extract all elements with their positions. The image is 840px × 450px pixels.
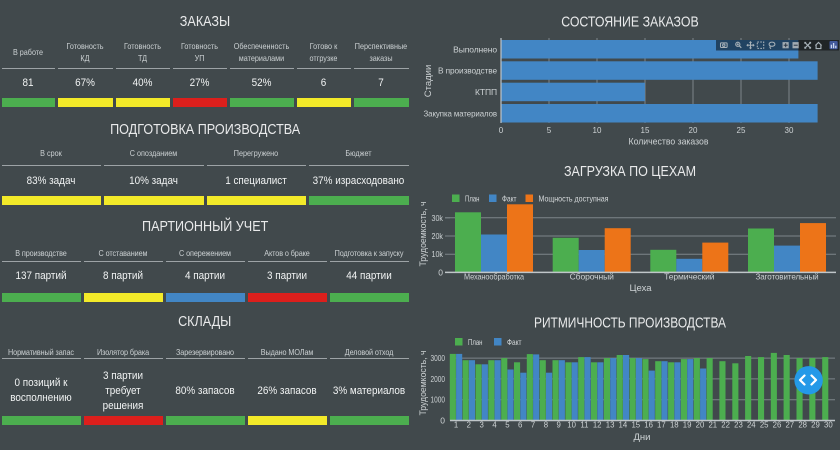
svg-text:Мощность доступная: Мощность доступная xyxy=(539,194,609,204)
svg-text:5: 5 xyxy=(505,421,510,430)
svg-text:6: 6 xyxy=(518,421,522,430)
svg-text:1000: 1000 xyxy=(431,395,446,405)
svg-text:21: 21 xyxy=(708,421,717,430)
svg-text:0: 0 xyxy=(438,267,443,277)
svg-text:29: 29 xyxy=(811,421,820,430)
svg-text:Дни: Дни xyxy=(634,432,651,443)
svg-text:Стадии: Стадии xyxy=(423,65,434,98)
svg-text:5: 5 xyxy=(547,126,552,135)
svg-text:Трудоемкость, ч: Трудоемкость, ч xyxy=(418,350,428,415)
svg-text:30: 30 xyxy=(785,126,794,135)
svg-text:Цеха: Цеха xyxy=(629,283,652,294)
svg-text:17: 17 xyxy=(657,421,666,430)
svg-text:7: 7 xyxy=(531,421,535,430)
svg-text:20k: 20k xyxy=(432,231,444,241)
svg-text:План: План xyxy=(468,337,483,347)
svg-text:2000: 2000 xyxy=(431,374,446,384)
svg-text:Заготовительный: Заготовительный xyxy=(756,272,819,282)
svg-text:РИТМИЧНОСТЬ ПРОИЗВОДСТВА: РИТМИЧНОСТЬ ПРОИЗВОДСТВА xyxy=(534,315,726,332)
svg-text:0: 0 xyxy=(499,126,504,135)
svg-text:12: 12 xyxy=(593,421,602,430)
svg-text:25: 25 xyxy=(760,421,769,430)
svg-text:2: 2 xyxy=(467,421,471,430)
svg-text:Количество заказов: Количество заказов xyxy=(629,137,709,148)
svg-text:1: 1 xyxy=(454,421,458,430)
svg-text:13: 13 xyxy=(606,421,615,430)
svg-text:План: План xyxy=(465,194,480,204)
svg-text:10: 10 xyxy=(593,126,602,135)
svg-text:14: 14 xyxy=(619,421,628,430)
svg-text:20: 20 xyxy=(696,421,705,430)
svg-text:22: 22 xyxy=(721,421,730,430)
svg-text:15: 15 xyxy=(631,421,640,430)
svg-text:КТПП: КТПП xyxy=(475,87,497,97)
svg-text:27: 27 xyxy=(785,421,794,430)
svg-text:Факт: Факт xyxy=(502,194,517,204)
svg-text:23: 23 xyxy=(734,421,743,430)
svg-text:4: 4 xyxy=(492,421,497,430)
svg-text:20: 20 xyxy=(689,126,698,135)
svg-text:26: 26 xyxy=(773,421,782,430)
svg-text:В производстве: В производстве xyxy=(438,66,497,76)
svg-text:Факт: Факт xyxy=(507,337,522,347)
svg-text:Закупка материалов: Закупка материалов xyxy=(424,108,498,118)
svg-text:ЗАГРУЗКА ПО ЦЕХАМ: ЗАГРУЗКА ПО ЦЕХАМ xyxy=(564,163,696,180)
svg-text:25: 25 xyxy=(737,126,746,135)
svg-text:Механообработка: Механообработка xyxy=(464,272,524,282)
svg-text:10: 10 xyxy=(567,421,576,430)
svg-text:18: 18 xyxy=(670,421,679,430)
svg-text:19: 19 xyxy=(683,421,692,430)
svg-text:30k: 30k xyxy=(432,213,444,223)
svg-text:0: 0 xyxy=(440,416,445,426)
svg-text:30: 30 xyxy=(824,421,833,430)
svg-text:Выполнено: Выполнено xyxy=(453,44,497,54)
svg-text:Сборочный: Сборочный xyxy=(570,272,614,282)
svg-text:СОСТОЯНИЕ ЗАКАЗОВ: СОСТОЯНИЕ ЗАКАЗОВ xyxy=(561,14,699,31)
svg-text:Трудоемкость, ч: Трудоемкость, ч xyxy=(418,201,428,266)
svg-text:10k: 10k xyxy=(432,249,444,259)
svg-text:15: 15 xyxy=(641,126,650,135)
svg-text:3000: 3000 xyxy=(431,353,446,363)
svg-text:9: 9 xyxy=(557,421,561,430)
svg-text:28: 28 xyxy=(798,421,807,430)
svg-text:8: 8 xyxy=(544,421,548,430)
svg-text:16: 16 xyxy=(644,421,653,430)
svg-text:Термический: Термический xyxy=(664,272,715,282)
svg-text:3: 3 xyxy=(480,421,484,430)
svg-text:24: 24 xyxy=(747,421,756,430)
svg-text:11: 11 xyxy=(580,421,588,430)
